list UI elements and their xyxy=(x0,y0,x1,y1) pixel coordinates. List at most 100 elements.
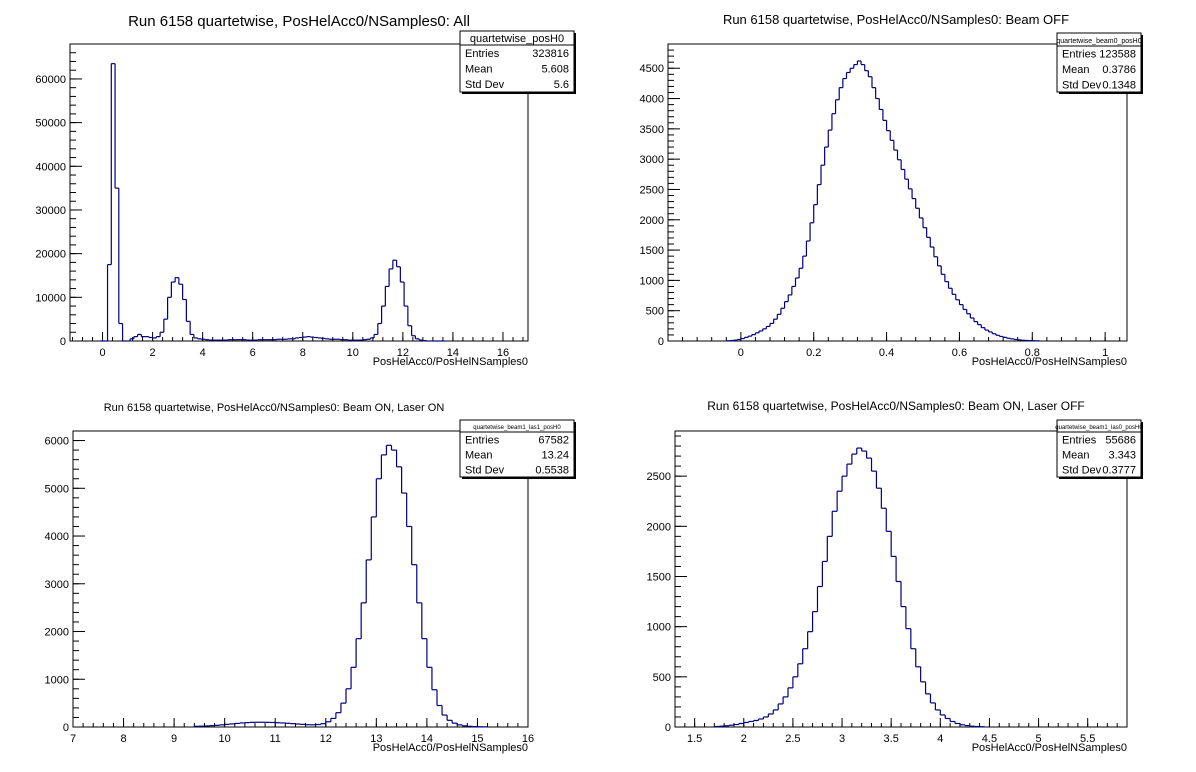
y-tick-label: 60000 xyxy=(35,74,66,86)
y-tick-label: 3000 xyxy=(640,154,664,166)
y-tick-label: 6000 xyxy=(45,436,69,448)
x-tick-label: 0.8 xyxy=(1025,347,1040,359)
stats-histogram-name: quartetwise_beam0_posH0 xyxy=(1056,38,1141,45)
x-tick-label: 0 xyxy=(99,347,105,359)
x-axis-label: PosHelAcc0/PosHelNSamples0 xyxy=(972,742,1127,754)
stats-label-entries: Entries xyxy=(1062,435,1097,447)
x-tick-label: 8 xyxy=(300,347,306,359)
y-tick-label: 4000 xyxy=(45,531,69,543)
stats-box-frame xyxy=(1056,32,1142,93)
y-tick-label: 500 xyxy=(646,306,664,318)
x-tick-label: 13 xyxy=(370,733,382,745)
stats-box: quartetwise_beam1_las0_posH0 Entries 55686… xyxy=(1055,419,1143,479)
histogram-series xyxy=(100,63,446,342)
y-tick-label: 10000 xyxy=(35,292,66,304)
x-tick-label: 2 xyxy=(741,733,747,745)
stats-box: quartetwise_beam1_las1_posH0 Entries 67582… xyxy=(459,419,576,479)
histogram-pane-3: Run 6158 quartetwise, PosHelAcc0/NSample… xyxy=(45,402,576,754)
histogram-pane-1: Run 6158 quartetwise, PosHelAcc0/NSample… xyxy=(35,13,576,368)
stats-histogram-name: quartetwise_posH0 xyxy=(470,33,564,45)
x-tick-label: 4 xyxy=(937,733,943,745)
y-tick-label: 500 xyxy=(653,672,671,684)
y-tick-label: 1000 xyxy=(647,622,671,634)
x-tick-label: 0.4 xyxy=(879,347,894,359)
stats-value-mean: 5.608 xyxy=(541,64,569,76)
stats-box-frame xyxy=(1056,419,1142,478)
chart-title: Run 6158 quartetwise, PosHelAcc0/NSample… xyxy=(707,399,1085,413)
x-tick-label: 14 xyxy=(447,347,459,359)
stats-box-frame xyxy=(459,419,575,478)
x-tick-label: 0.2 xyxy=(806,347,821,359)
x-axis-label: PosHelAcc0/PosHelNSamples0 xyxy=(373,356,528,368)
x-tick-label: 2.5 xyxy=(785,733,800,745)
stats-box: quartetwise_beam0_posH0 Entries 123588 Mean… xyxy=(1056,32,1143,94)
stats-value-mean: 3.343 xyxy=(1108,450,1136,462)
stats-label-mean: Mean xyxy=(465,450,493,462)
y-tick-label: 1500 xyxy=(640,245,664,257)
stats-label-mean: Mean xyxy=(465,64,493,76)
stats-value-std-dev: 0.1348 xyxy=(1102,79,1136,91)
y-tick-label: 4000 xyxy=(640,94,664,106)
x-axis-label: PosHelAcc0/PosHelNSamples0 xyxy=(373,742,528,754)
y-tick-label: 2500 xyxy=(640,184,664,196)
x-tick-label: 5.5 xyxy=(1080,733,1095,745)
x-tick-label: 14 xyxy=(421,733,433,745)
stats-value-entries: 323816 xyxy=(532,48,569,60)
histogram-series xyxy=(725,60,1041,342)
stats-value-entries: 123588 xyxy=(1099,49,1136,61)
x-tick-label: 1 xyxy=(1102,347,1108,359)
histogram-series xyxy=(193,444,489,728)
plot-frame xyxy=(72,430,529,728)
plot-frame xyxy=(667,43,1128,342)
x-tick-label: 8 xyxy=(120,733,126,745)
y-tick-label: 0 xyxy=(60,336,66,348)
y-tick-label: 1500 xyxy=(647,571,671,583)
x-tick-label: 16 xyxy=(522,733,534,745)
y-tick-label: 0 xyxy=(63,722,69,734)
stats-value-mean: 0.3786 xyxy=(1102,64,1136,76)
stats-histogram-name: quartetwise_beam1_las1_posH0 xyxy=(473,425,561,431)
y-tick-label: 2000 xyxy=(647,521,671,533)
x-tick-label: 12 xyxy=(320,733,332,745)
x-tick-label: 2 xyxy=(150,347,156,359)
y-tick-label: 2000 xyxy=(45,627,69,639)
x-tick-label: 15 xyxy=(471,733,483,745)
histogram-series xyxy=(713,447,986,728)
y-tick-label: 1000 xyxy=(640,275,664,287)
stats-box: quartetwise_posH0 Entries 323816 Mean 5.608 S… xyxy=(459,30,576,94)
x-tick-label: 7 xyxy=(70,733,76,745)
y-tick-label: 4500 xyxy=(640,63,664,75)
x-tick-label: 16 xyxy=(497,347,509,359)
stats-label-std-dev: Std Dev xyxy=(465,79,505,91)
y-tick-label: 3500 xyxy=(640,124,664,136)
y-tick-label: 2500 xyxy=(647,471,671,483)
stats-label-entries: Entries xyxy=(465,435,500,447)
x-tick-label: 6 xyxy=(250,347,256,359)
stats-value-std-dev: 5.6 xyxy=(554,79,569,91)
x-tick-label: 4 xyxy=(200,347,206,359)
x-tick-label: 4.5 xyxy=(982,733,997,745)
y-tick-label: 3000 xyxy=(45,579,69,591)
y-tick-label: 2000 xyxy=(640,215,664,227)
x-tick-label: 3.5 xyxy=(884,733,899,745)
chart-title: Run 6158 quartetwise, PosHelAcc0/NSample… xyxy=(128,13,470,30)
x-tick-label: 11 xyxy=(270,733,281,745)
stats-value-mean: 13.24 xyxy=(541,450,569,462)
y-tick-label: 1000 xyxy=(45,674,69,686)
stats-label-entries: Entries xyxy=(465,48,500,60)
x-tick-label: 9 xyxy=(171,733,177,745)
x-tick-label: 10 xyxy=(347,347,359,359)
stats-label-mean: Mean xyxy=(1062,64,1090,76)
y-tick-label: 40000 xyxy=(35,161,66,173)
chart-title: Run 6158 quartetwise, PosHelAcc0/NSample… xyxy=(104,402,445,414)
stats-value-std-dev: 0.3777 xyxy=(1102,465,1136,477)
x-tick-label: 12 xyxy=(397,347,409,359)
x-tick-label: 0.6 xyxy=(952,347,967,359)
x-tick-label: 1.5 xyxy=(687,733,702,745)
stats-label-mean: Mean xyxy=(1062,450,1090,462)
stats-value-std-dev: 0.5538 xyxy=(535,465,569,477)
x-tick-label: 0 xyxy=(738,347,744,359)
stats-value-entries: 67582 xyxy=(538,435,569,447)
stats-label-std-dev: Std Dev xyxy=(1062,465,1102,477)
